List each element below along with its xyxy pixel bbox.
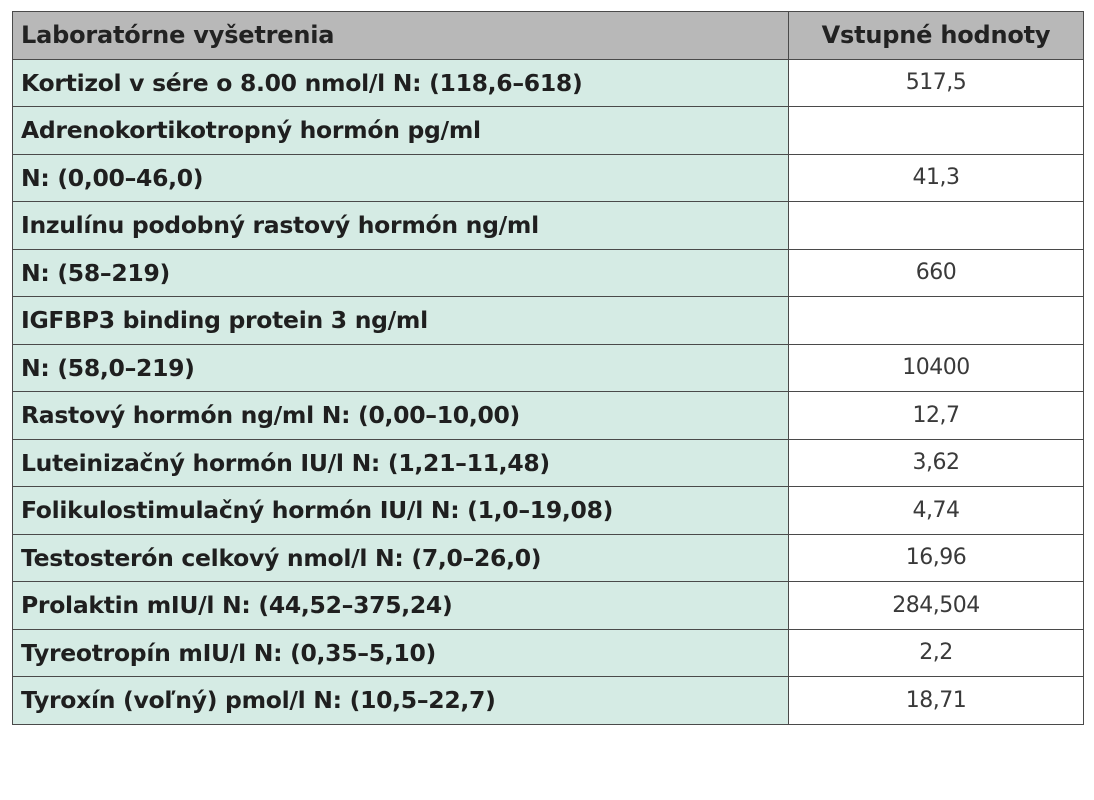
- header-input-values: Vstupné hodnoty: [788, 11, 1084, 60]
- table-row: Tyroxín (voľný) pmol/l N: (10,5–22,7) 18…: [12, 676, 1084, 725]
- row-value: 16,96: [788, 533, 1084, 582]
- table-row: Adrenokortikotropný hormón pg/ml: [12, 106, 1084, 155]
- row-value: 2,2: [788, 628, 1084, 677]
- row-label: Folikulostimulačný hormón IU/l N: (1,0–1…: [12, 486, 789, 535]
- row-value: 10400: [788, 343, 1084, 392]
- table-row: N: (58,0–219) 10400: [12, 343, 1084, 392]
- row-value: 660: [788, 248, 1084, 297]
- row-value: [788, 106, 1084, 155]
- row-value: [788, 296, 1084, 345]
- row-label: Tyreotropín mIU/l N: (0,35–5,10): [12, 628, 789, 677]
- table-row: Kortizol v sére o 8.00 nmol/l N: (118,6–…: [12, 58, 1084, 107]
- row-label: Rastový hormón ng/ml N: (0,00–10,00): [12, 391, 789, 440]
- row-label: Kortizol v sére o 8.00 nmol/l N: (118,6–…: [12, 58, 789, 107]
- row-label: Tyroxín (voľný) pmol/l N: (10,5–22,7): [12, 676, 789, 725]
- header-lab-tests: Laboratórne vyšetrenia: [12, 11, 789, 60]
- row-label: Luteinizačný hormón IU/l N: (1,21–11,48): [12, 438, 789, 487]
- table-row: Prolaktin mIU/l N: (44,52–375,24) 284,50…: [12, 581, 1084, 630]
- row-value: 41,3: [788, 153, 1084, 202]
- row-value: 284,504: [788, 581, 1084, 630]
- cropped-top-edge: [0, 0, 1094, 10]
- row-label: Testosterón celkový nmol/l N: (7,0–26,0): [12, 533, 789, 582]
- table-row: Folikulostimulačný hormón IU/l N: (1,0–1…: [12, 486, 1084, 535]
- table-row: Rastový hormón ng/ml N: (0,00–10,00) 12,…: [12, 391, 1084, 440]
- table-row: Testosterón celkový nmol/l N: (7,0–26,0)…: [12, 533, 1084, 582]
- row-label: N: (58,0–219): [12, 343, 789, 392]
- row-label: IGFBP3 binding protein 3 ng/ml: [12, 296, 789, 345]
- row-label: Inzulínu podobný rastový hormón ng/ml: [12, 201, 789, 250]
- row-value: 517,5: [788, 58, 1084, 107]
- row-label: N: (58–219): [12, 248, 789, 297]
- table-row: N: (0,00–46,0) 41,3: [12, 153, 1084, 202]
- row-value: [788, 201, 1084, 250]
- row-value: 18,71: [788, 676, 1084, 725]
- row-label: Adrenokortikotropný hormón pg/ml: [12, 106, 789, 155]
- table-row: IGFBP3 binding protein 3 ng/ml: [12, 296, 1084, 345]
- lab-results-table: Laboratórne vyšetrenia Vstupné hodnoty K…: [12, 11, 1084, 725]
- table-row: Inzulínu podobný rastový hormón ng/ml: [12, 201, 1084, 250]
- table-row: Tyreotropín mIU/l N: (0,35–5,10) 2,2: [12, 628, 1084, 677]
- row-value: 3,62: [788, 438, 1084, 487]
- row-value: 12,7: [788, 391, 1084, 440]
- table-header-row: Laboratórne vyšetrenia Vstupné hodnoty: [12, 11, 1084, 60]
- row-label: N: (0,00–46,0): [12, 153, 789, 202]
- table-row: N: (58–219) 660: [12, 248, 1084, 297]
- table-row: Luteinizačný hormón IU/l N: (1,21–11,48)…: [12, 438, 1084, 487]
- row-label: Prolaktin mIU/l N: (44,52–375,24): [12, 581, 789, 630]
- row-value: 4,74: [788, 486, 1084, 535]
